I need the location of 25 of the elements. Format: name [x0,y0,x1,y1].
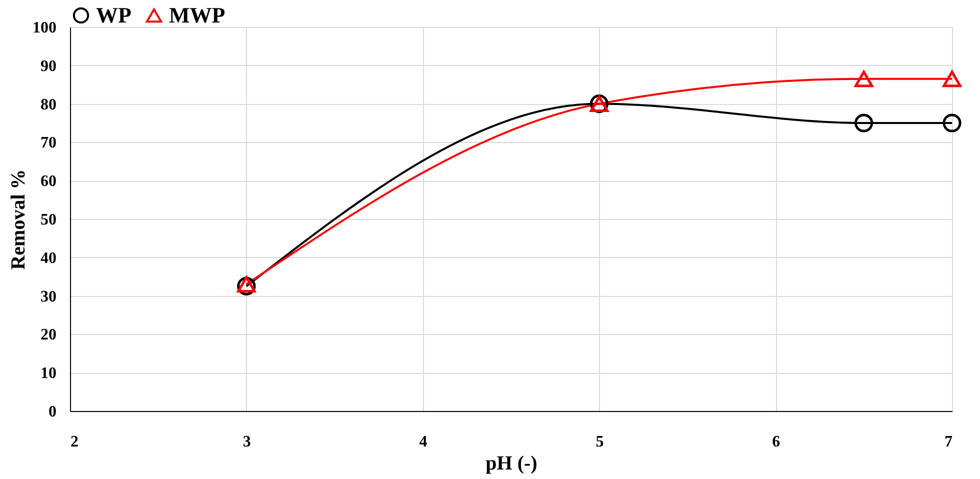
y-tick-label: 10 [40,365,56,382]
point [942,114,962,132]
point [942,70,962,88]
x-tick-label: 2 [70,434,78,450]
y-tick-label: 90 [40,58,56,75]
x-tick-label: 6 [772,434,780,450]
y-tick-label: 70 [40,134,56,152]
y-tick-label: 40 [40,250,56,267]
x-tick-label: 3 [242,434,251,450]
y-tick-label: 30 [40,288,56,306]
legend-label: WP [96,2,132,28]
point [854,70,874,88]
y-tick-label: 20 [40,326,56,344]
y-tick-label: 50 [40,212,56,228]
y-tick-label: 100 [32,20,56,36]
legend-label: MWP [169,2,226,28]
x-tick-label: 7 [944,434,952,450]
point [854,114,874,132]
y-axis-title: Removal % [8,169,30,270]
x-tick-label: 4 [419,434,428,450]
x-tick-label: 5 [596,434,604,450]
x-axis-title: pH (-) [486,452,538,474]
y-tick-label: 60 [40,173,56,190]
y-tick-label: 0 [48,404,56,420]
y-tick-label: 80 [40,96,56,114]
